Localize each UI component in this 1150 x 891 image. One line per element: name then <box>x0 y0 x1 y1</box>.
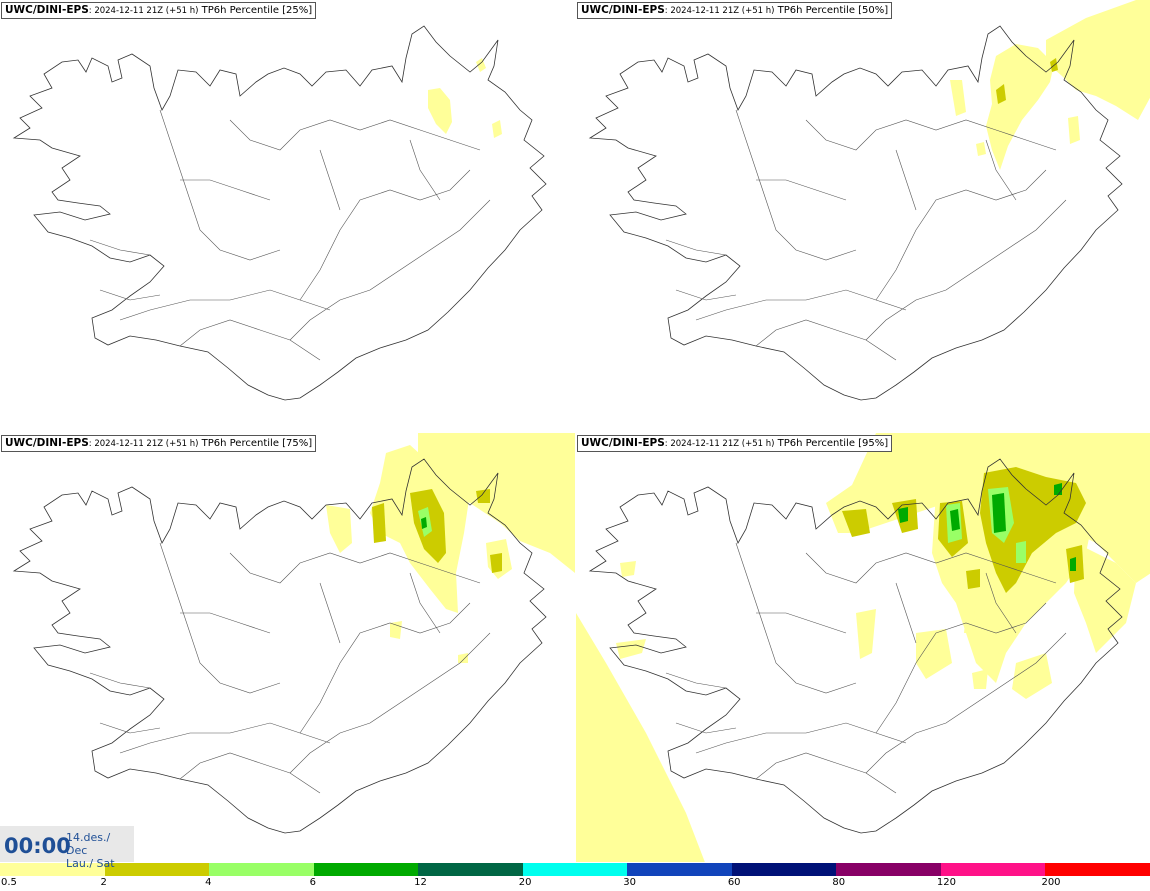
legend-swatch <box>836 863 941 876</box>
run-time: : 2024-12-11 21Z (+51 h) <box>664 439 775 449</box>
precip-area <box>1016 541 1026 563</box>
legend-swatch <box>418 863 523 876</box>
legend-label: 6 <box>309 877 316 888</box>
precip-area <box>476 489 490 503</box>
precip-area <box>1070 557 1076 571</box>
legend-color-bar <box>0 863 1150 876</box>
precip-area <box>950 509 960 531</box>
precip-area <box>458 653 468 663</box>
legend-label: 80 <box>832 877 846 888</box>
panel-title: UWC/DINI-EPS: 2024-12-11 21Z (+51 h) TP6… <box>577 2 893 19</box>
precip-area <box>976 142 986 156</box>
valid-date: 14.des./ Dec <box>66 831 111 857</box>
legend-swatch <box>209 863 314 876</box>
precip-area <box>326 505 352 553</box>
map-panel-p95: UWC/DINI-EPS: 2024-12-11 21Z (+51 h) TP6… <box>576 433 1150 865</box>
legend-label: 30 <box>623 877 636 888</box>
iceland-coastline <box>13 25 547 401</box>
legend-label: 4 <box>205 877 212 888</box>
precip-area <box>856 609 876 659</box>
run-time: : 2024-12-11 21Z (+51 h) <box>88 6 199 16</box>
model-name: UWC/DINI-EPS <box>581 437 665 449</box>
valid-time-date: 14.des./ Dec Lau./ Sat <box>66 831 134 870</box>
precip-area <box>986 44 1054 170</box>
map-panel-p50: UWC/DINI-EPS: 2024-12-11 21Z (+51 h) TP6… <box>576 0 1150 432</box>
precip-area <box>898 507 908 523</box>
panel-title: UWC/DINI-EPS: 2024-12-11 21Z (+51 h) TP6… <box>1 2 317 19</box>
precip-area <box>826 433 1150 583</box>
model-name: UWC/DINI-EPS <box>5 437 89 449</box>
legend-swatch <box>104 863 210 876</box>
panel-title: UWC/DINI-EPS: 2024-12-11 21Z (+51 h) TP6… <box>577 435 893 452</box>
precip-area <box>492 120 502 138</box>
legend-swatch <box>627 863 732 876</box>
precip-map-p75 <box>13 433 575 834</box>
panel-title: UWC/DINI-EPS: 2024-12-11 21Z (+51 h) TP6… <box>1 435 317 452</box>
precip-area <box>996 84 1006 104</box>
legend-label: 120 <box>936 877 956 888</box>
precip-area <box>950 80 966 116</box>
legend-swatch <box>940 863 1046 876</box>
precip-area <box>1012 653 1052 699</box>
precip-area <box>966 569 980 589</box>
precip-area <box>490 553 502 573</box>
precip-area <box>390 621 402 639</box>
map-panel-p75: UWC/DINI-EPS: 2024-12-11 21Z (+51 h) TP6… <box>0 433 575 865</box>
precip-legend: 0.5 2 4 6 12 20 30 60 80 120 200 <box>0 862 1150 891</box>
precip-area <box>616 639 646 659</box>
precip-area <box>1068 116 1080 144</box>
run-time: : 2024-12-11 21Z (+51 h) <box>664 6 775 16</box>
valid-time-clock: 00:00 <box>4 834 71 858</box>
precip-area <box>972 669 988 689</box>
run-time: : 2024-12-11 21Z (+51 h) <box>88 439 199 449</box>
legend-label: 0.5 <box>1 877 17 888</box>
precip-area <box>1054 483 1062 495</box>
precip-area <box>576 613 706 865</box>
precip-area <box>916 629 952 679</box>
precip-area <box>1046 0 1150 120</box>
legend-swatch <box>0 863 105 876</box>
precip-area <box>421 517 427 529</box>
precip-map-p95 <box>576 433 1150 865</box>
field-name: TP6h Percentile [50%] <box>774 5 889 16</box>
legend-swatch <box>1045 863 1150 876</box>
precip-map-p50 <box>589 0 1150 401</box>
legend-swatch <box>522 863 628 876</box>
legend-label: 200 <box>1041 877 1061 888</box>
legend-label: 2 <box>100 877 107 888</box>
map-panel-p25: UWC/DINI-EPS: 2024-12-11 21Z (+51 h) TP6… <box>0 0 575 432</box>
field-name: TP6h Percentile [25%] <box>198 5 313 16</box>
precip-area <box>428 88 452 134</box>
field-name: TP6h Percentile [95%] <box>774 438 889 449</box>
precip-area <box>418 433 575 573</box>
panel-divider <box>575 0 576 862</box>
precip-map-p25 <box>13 25 547 401</box>
precip-area <box>476 58 486 72</box>
legend-label: 20 <box>518 877 532 888</box>
legend-swatch <box>313 863 419 876</box>
model-name: UWC/DINI-EPS <box>581 4 665 16</box>
legend-label: 12 <box>414 877 427 888</box>
valid-day: Lau./ Sat <box>66 857 115 870</box>
model-name: UWC/DINI-EPS <box>5 4 89 16</box>
legend-label: 60 <box>727 877 741 888</box>
precip-area <box>842 509 870 537</box>
precip-area <box>992 493 1006 533</box>
precip-area <box>620 561 636 577</box>
legend-swatch <box>731 863 837 876</box>
precip-area <box>1074 543 1136 653</box>
valid-time-box: 00:00 14.des./ Dec Lau./ Sat <box>0 826 134 870</box>
field-name: TP6h Percentile [75%] <box>198 438 313 449</box>
precip-area <box>372 503 386 543</box>
